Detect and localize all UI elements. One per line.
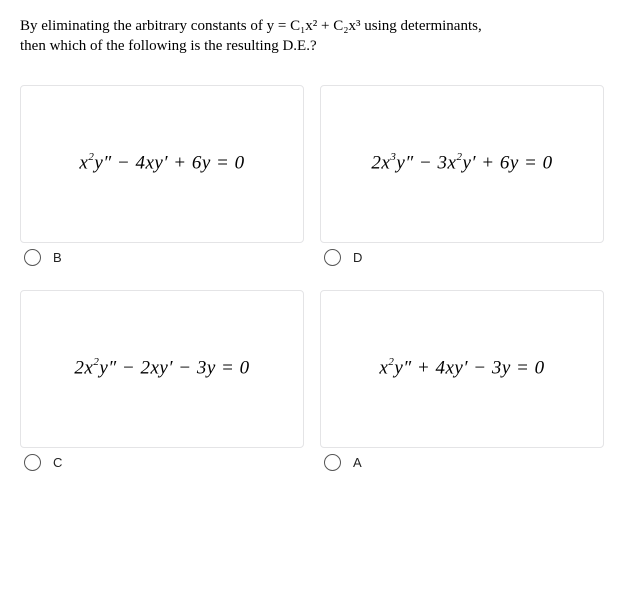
option-radio-row[interactable]: A [320,448,604,481]
option-key-label: A [353,455,362,470]
option-equation: x2y″ + 4xy′ − 3y = 0 [379,357,544,379]
options-grid: x2y″ − 4xy′ + 6y = 0 B 2x3y″ − 3x2y′ + 6… [20,85,604,481]
option-card[interactable]: 2x2y″ − 2xy′ − 3y = 0 [20,290,304,448]
option-cell-2: 2x2y″ − 2xy′ − 3y = 0 C [20,290,304,481]
option-key-label: B [53,250,62,265]
radio-icon [324,454,341,471]
radio-icon [24,249,41,266]
option-key-label: D [353,250,362,265]
radio-icon [324,249,341,266]
option-card[interactable]: 2x3y″ − 3x2y′ + 6y = 0 [320,85,604,243]
option-equation: x2y″ − 4xy′ + 6y = 0 [79,152,244,174]
question-line1: By eliminating the arbitrary constants o… [20,18,482,34]
option-key-label: C [53,455,62,470]
option-cell-3: x2y″ + 4xy′ − 3y = 0 A [320,290,604,481]
option-equation: 2x2y″ − 2xy′ − 3y = 0 [74,357,249,379]
option-cell-1: 2x3y″ − 3x2y′ + 6y = 0 D [320,85,604,276]
option-card[interactable]: x2y″ − 4xy′ + 6y = 0 [20,85,304,243]
option-cell-0: x2y″ − 4xy′ + 6y = 0 B [20,85,304,276]
question-prompt: By eliminating the arbitrary constants o… [20,16,604,57]
option-card[interactable]: x2y″ + 4xy′ − 3y = 0 [320,290,604,448]
radio-icon [24,454,41,471]
option-radio-row[interactable]: D [320,243,604,276]
question-line2: then which of the following is the resul… [20,38,317,54]
option-radio-row[interactable]: C [20,448,304,481]
option-equation: 2x3y″ − 3x2y′ + 6y = 0 [371,152,552,174]
option-radio-row[interactable]: B [20,243,304,276]
